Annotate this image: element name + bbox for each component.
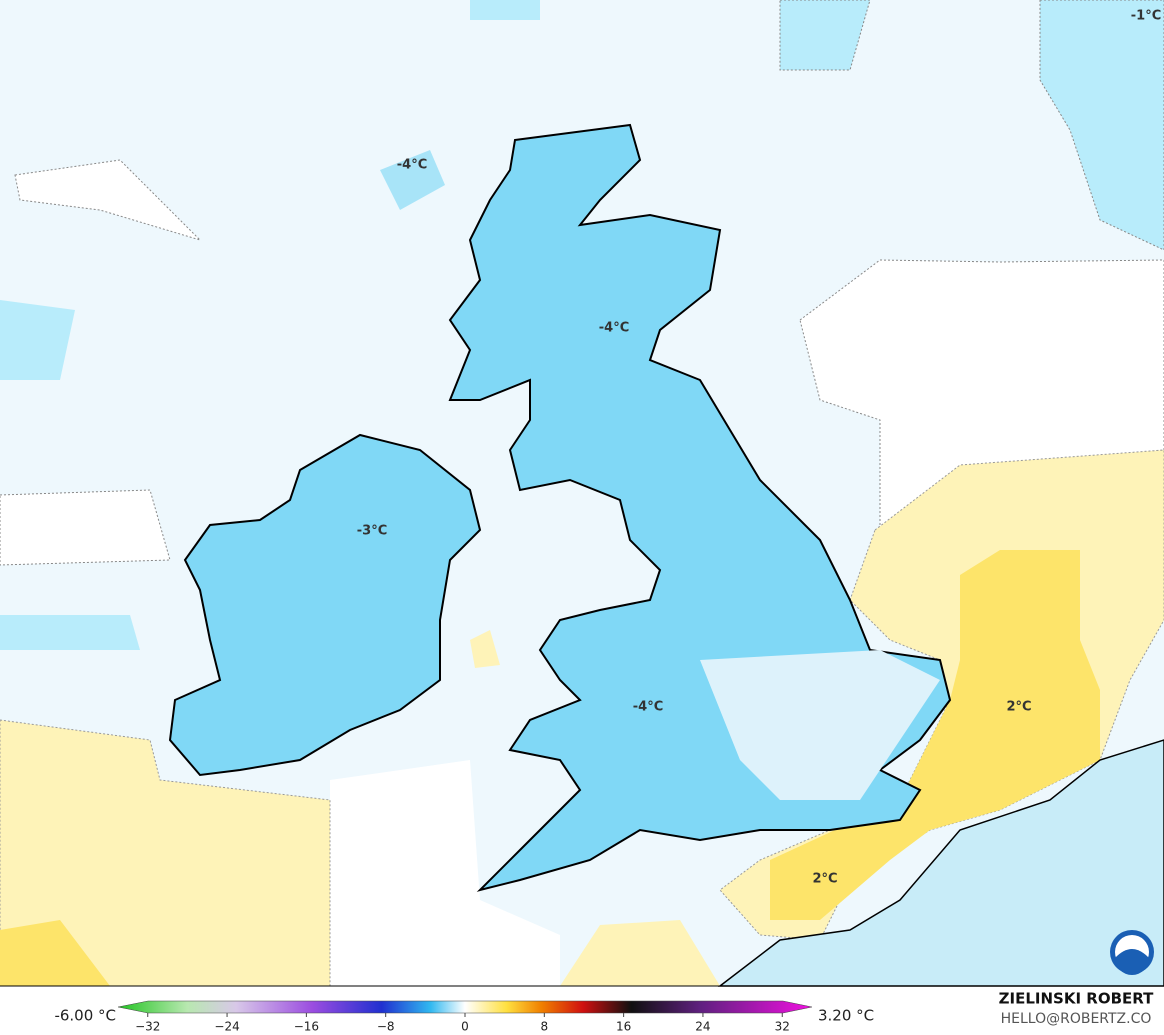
map-label: -4°C (599, 321, 629, 336)
map-label: -4°C (397, 158, 427, 173)
map-layer (0, 0, 1164, 987)
credit-email: HELLO@ROBERTZ.CO (1001, 1011, 1152, 1027)
colorbar-tick-label: 16 (616, 1020, 631, 1034)
colorbar-max: 3.20 °C (818, 1007, 874, 1025)
colorbar-tick-label: 24 (695, 1020, 710, 1034)
map-label: -3°C (357, 524, 387, 539)
map-label: -4°C (633, 700, 663, 715)
colorbar (117, 1000, 813, 1014)
colorbar-tick-label: 8 (540, 1020, 548, 1034)
colorbar-tick-label: −8 (377, 1020, 395, 1034)
colorbar-tick-label: −16 (294, 1020, 319, 1034)
map-label: 2°C (1006, 700, 1031, 715)
colorbar-tick-label: −32 (135, 1020, 160, 1034)
credit-name: ZIELINSKI ROBERT (999, 990, 1154, 1008)
colorbar-tick-label: 0 (461, 1020, 469, 1034)
map-labels: -1°C -4°C -4°C -3°C -4°C 2°C 2°C (357, 9, 1161, 887)
map-label: 2°C (812, 872, 837, 887)
colorbar-min: -6.00 °C (54, 1007, 116, 1025)
colorbar-tick-label: 32 (775, 1020, 790, 1034)
noaa-logo (1110, 930, 1154, 975)
map-label: -1°C (1131, 9, 1161, 24)
colorbar-tick-label: −24 (214, 1020, 239, 1034)
